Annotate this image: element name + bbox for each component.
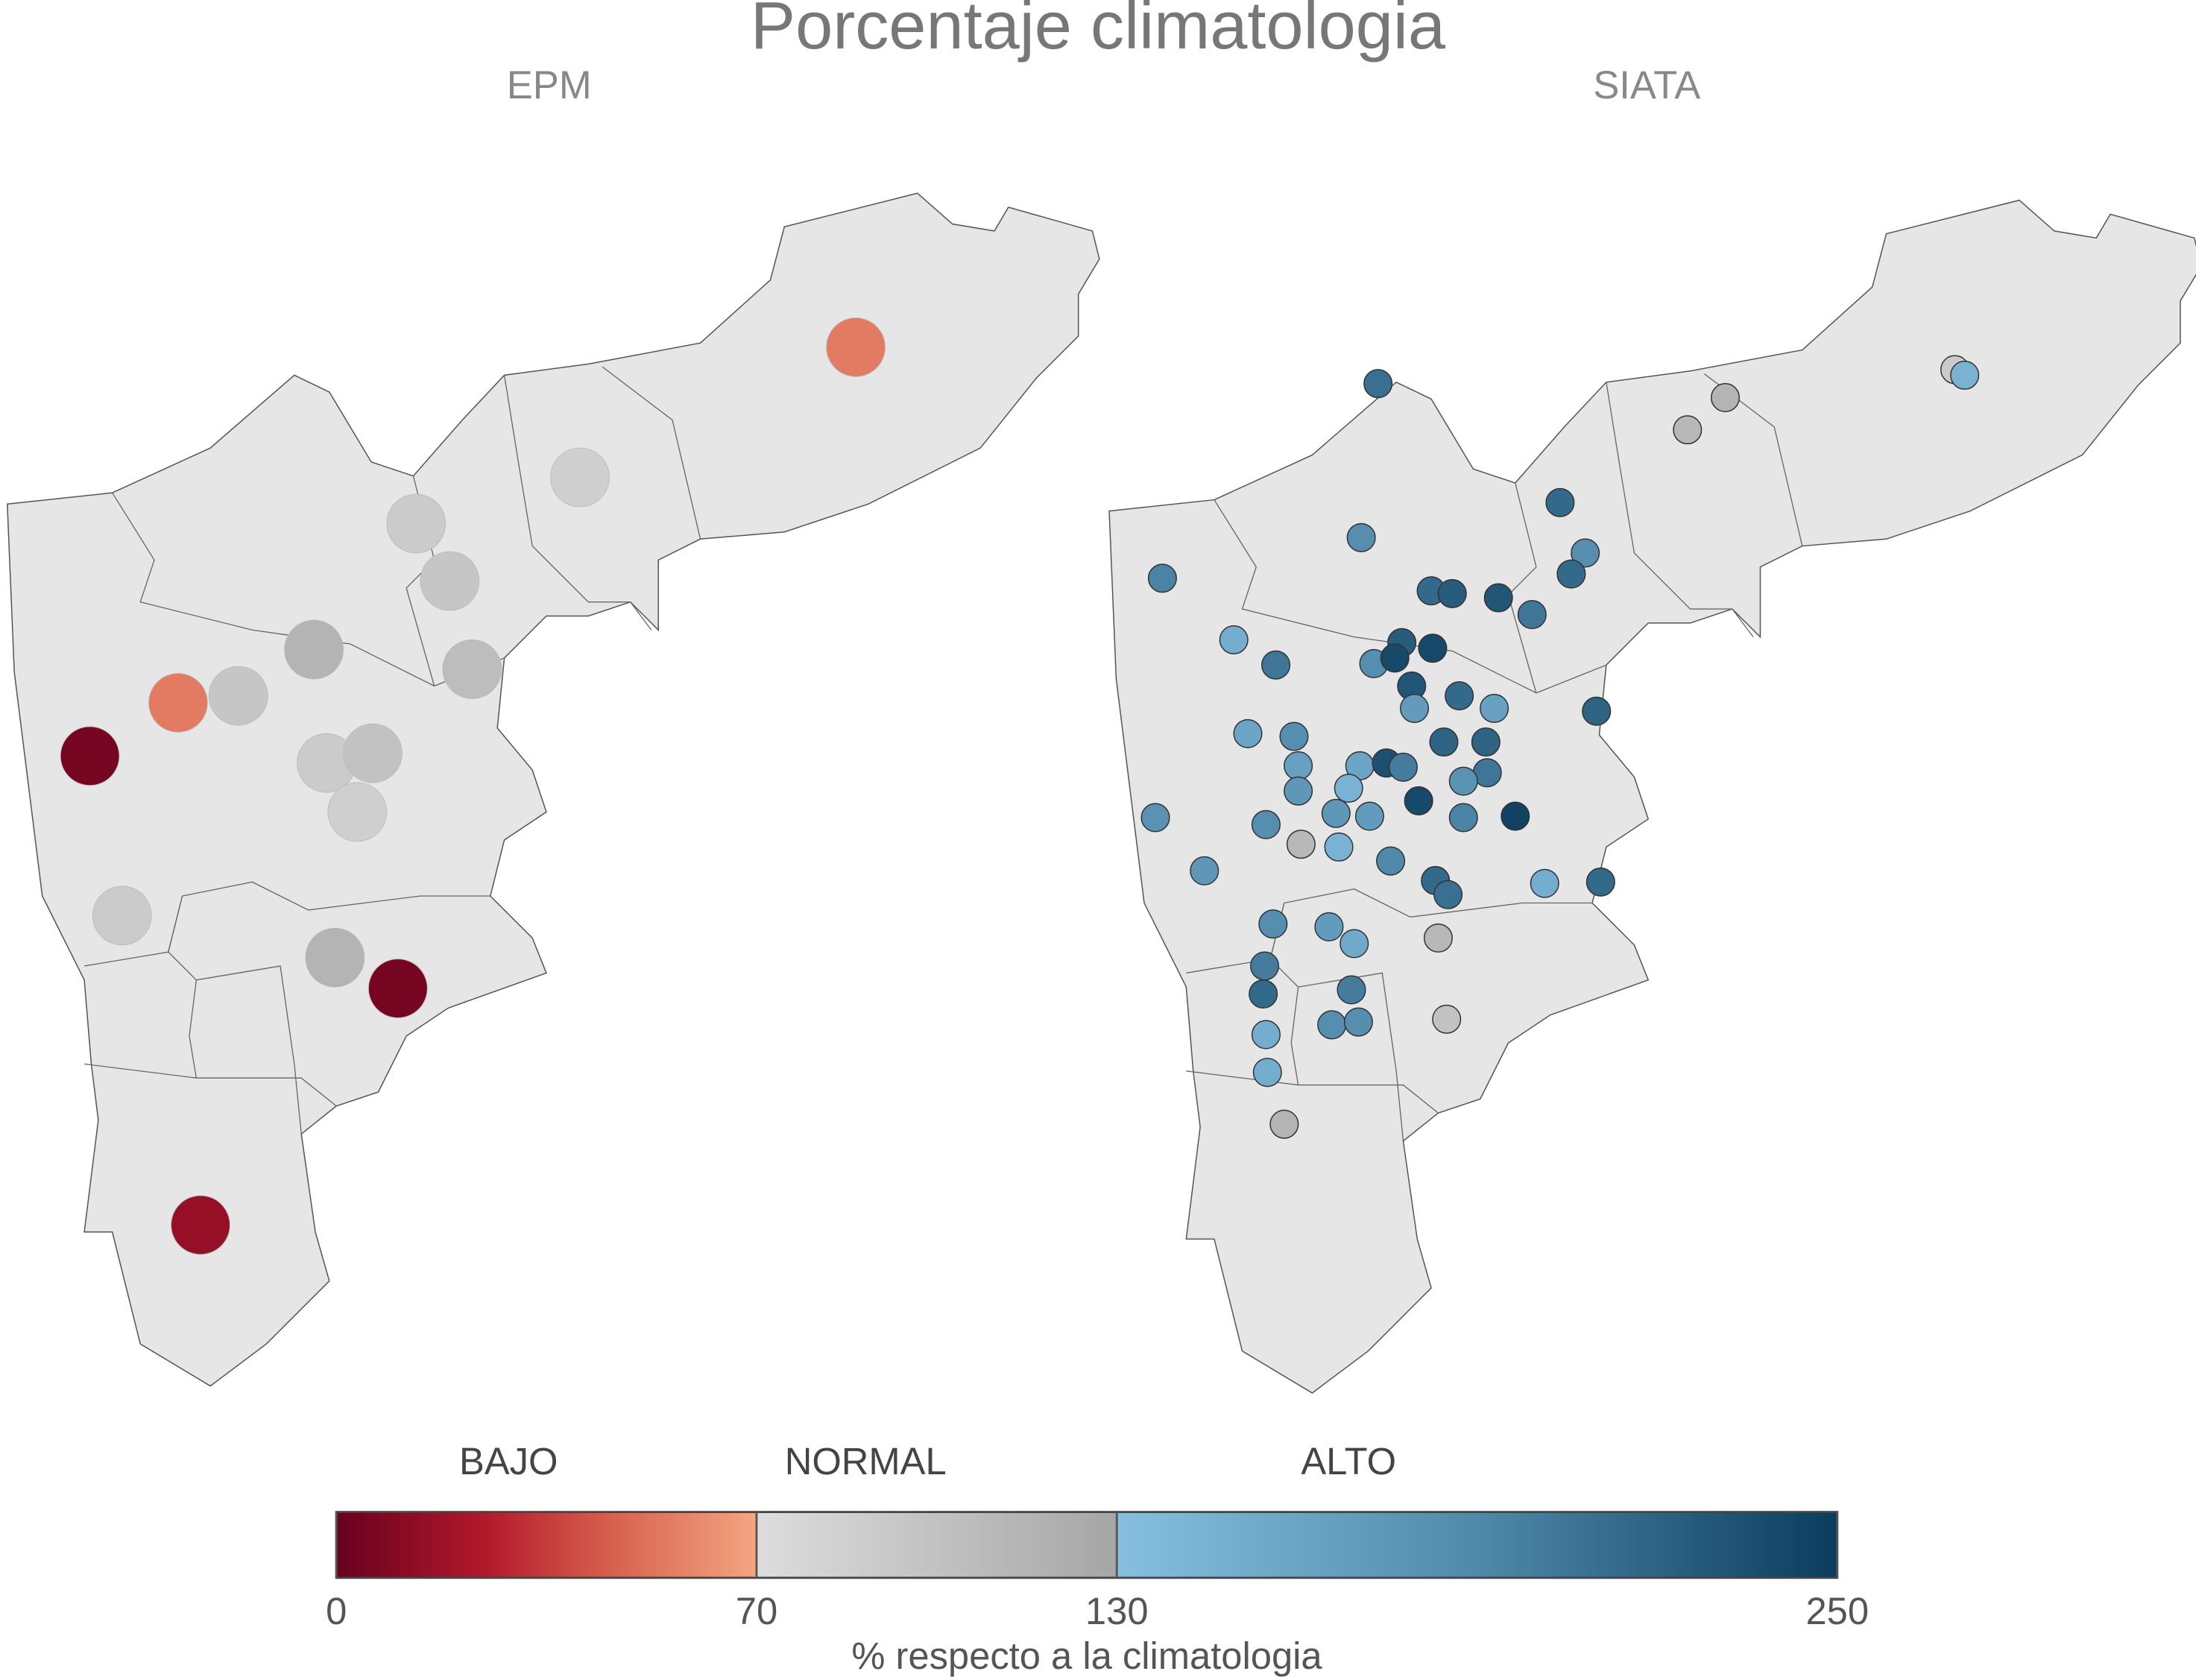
tick-label: 0: [326, 1590, 347, 1632]
station: [1545, 487, 1575, 517]
station: [1321, 798, 1351, 828]
station: [367, 959, 428, 1019]
station: [60, 726, 120, 786]
station: [1582, 696, 1612, 726]
station: [1448, 766, 1478, 796]
station: [1404, 786, 1433, 815]
station: [1354, 801, 1384, 831]
station: [1140, 803, 1170, 833]
station: [1710, 382, 1741, 412]
station: [1388, 752, 1419, 782]
class-label: NORMAL: [785, 1440, 947, 1482]
station: [1314, 912, 1344, 941]
station: [1571, 538, 1600, 568]
station: [1252, 1058, 1282, 1087]
tick-label: 130: [1085, 1590, 1149, 1632]
station: [1249, 951, 1280, 981]
tick-label: 250: [1805, 1590, 1869, 1632]
station: [1284, 776, 1313, 806]
station: [1399, 693, 1430, 723]
station: [1258, 909, 1288, 939]
station: [826, 317, 886, 377]
station: [327, 782, 388, 842]
station: [1673, 415, 1703, 445]
station: [1423, 923, 1453, 953]
station: [1556, 559, 1586, 589]
station: [1286, 830, 1316, 859]
station: [1530, 868, 1559, 898]
station: [1343, 1007, 1373, 1037]
station: [1501, 801, 1530, 831]
colorbar-segment: [336, 1512, 757, 1578]
station: [1418, 634, 1448, 663]
colorbar: 0 70 130 250: [326, 1511, 1869, 1632]
station: [1251, 809, 1281, 839]
station: [1269, 1109, 1299, 1139]
station: [1448, 803, 1478, 833]
station: [1284, 751, 1313, 780]
station: [343, 723, 403, 783]
station: [1380, 643, 1410, 673]
colorbar-segment: [756, 1512, 1117, 1578]
station: [1324, 832, 1354, 862]
station: [208, 666, 268, 726]
station: [1433, 880, 1463, 909]
tick-label: 70: [736, 1590, 777, 1632]
class-label: BAJO: [459, 1440, 558, 1482]
station: [1437, 578, 1467, 608]
station: [1471, 727, 1501, 757]
basin-map: [1108, 199, 2196, 1394]
station: [1346, 522, 1376, 552]
station: [420, 551, 480, 611]
panel-title: SIATA: [1593, 63, 1700, 107]
station: [1251, 1020, 1281, 1049]
station: [1219, 625, 1249, 654]
station: [1190, 856, 1220, 885]
station: [1429, 727, 1459, 757]
class-label: ALTO: [1301, 1440, 1396, 1482]
station: [1233, 719, 1263, 748]
station: [1261, 650, 1291, 680]
station: [1517, 600, 1547, 630]
station: [1334, 773, 1363, 803]
station: [305, 927, 365, 988]
station: [1340, 929, 1369, 959]
station: [1279, 721, 1309, 751]
station: [1445, 680, 1474, 711]
station: [1950, 360, 1980, 390]
basin-map: [7, 192, 1100, 1387]
station: [1480, 693, 1509, 723]
station: [1432, 1004, 1462, 1034]
station: [1147, 563, 1177, 593]
colorbar-label: % respecto a la climatologia: [851, 1635, 1322, 1677]
station: [1363, 369, 1393, 399]
station: [92, 885, 152, 946]
station: [1586, 867, 1615, 897]
station: [171, 1195, 230, 1255]
station: [386, 493, 447, 554]
station: [1337, 975, 1366, 1005]
colorbar-segment: [1117, 1512, 1837, 1578]
stations: [60, 317, 1980, 1255]
station: [1249, 979, 1278, 1009]
station: [1317, 1010, 1347, 1040]
station: [442, 639, 502, 699]
title: Porcentaje climatologia: [751, 0, 1446, 63]
station: [550, 447, 610, 508]
station: [284, 619, 344, 680]
station: [1483, 583, 1513, 613]
station: [1376, 846, 1406, 876]
station: [148, 673, 208, 733]
panel-title: EPM: [507, 63, 592, 107]
